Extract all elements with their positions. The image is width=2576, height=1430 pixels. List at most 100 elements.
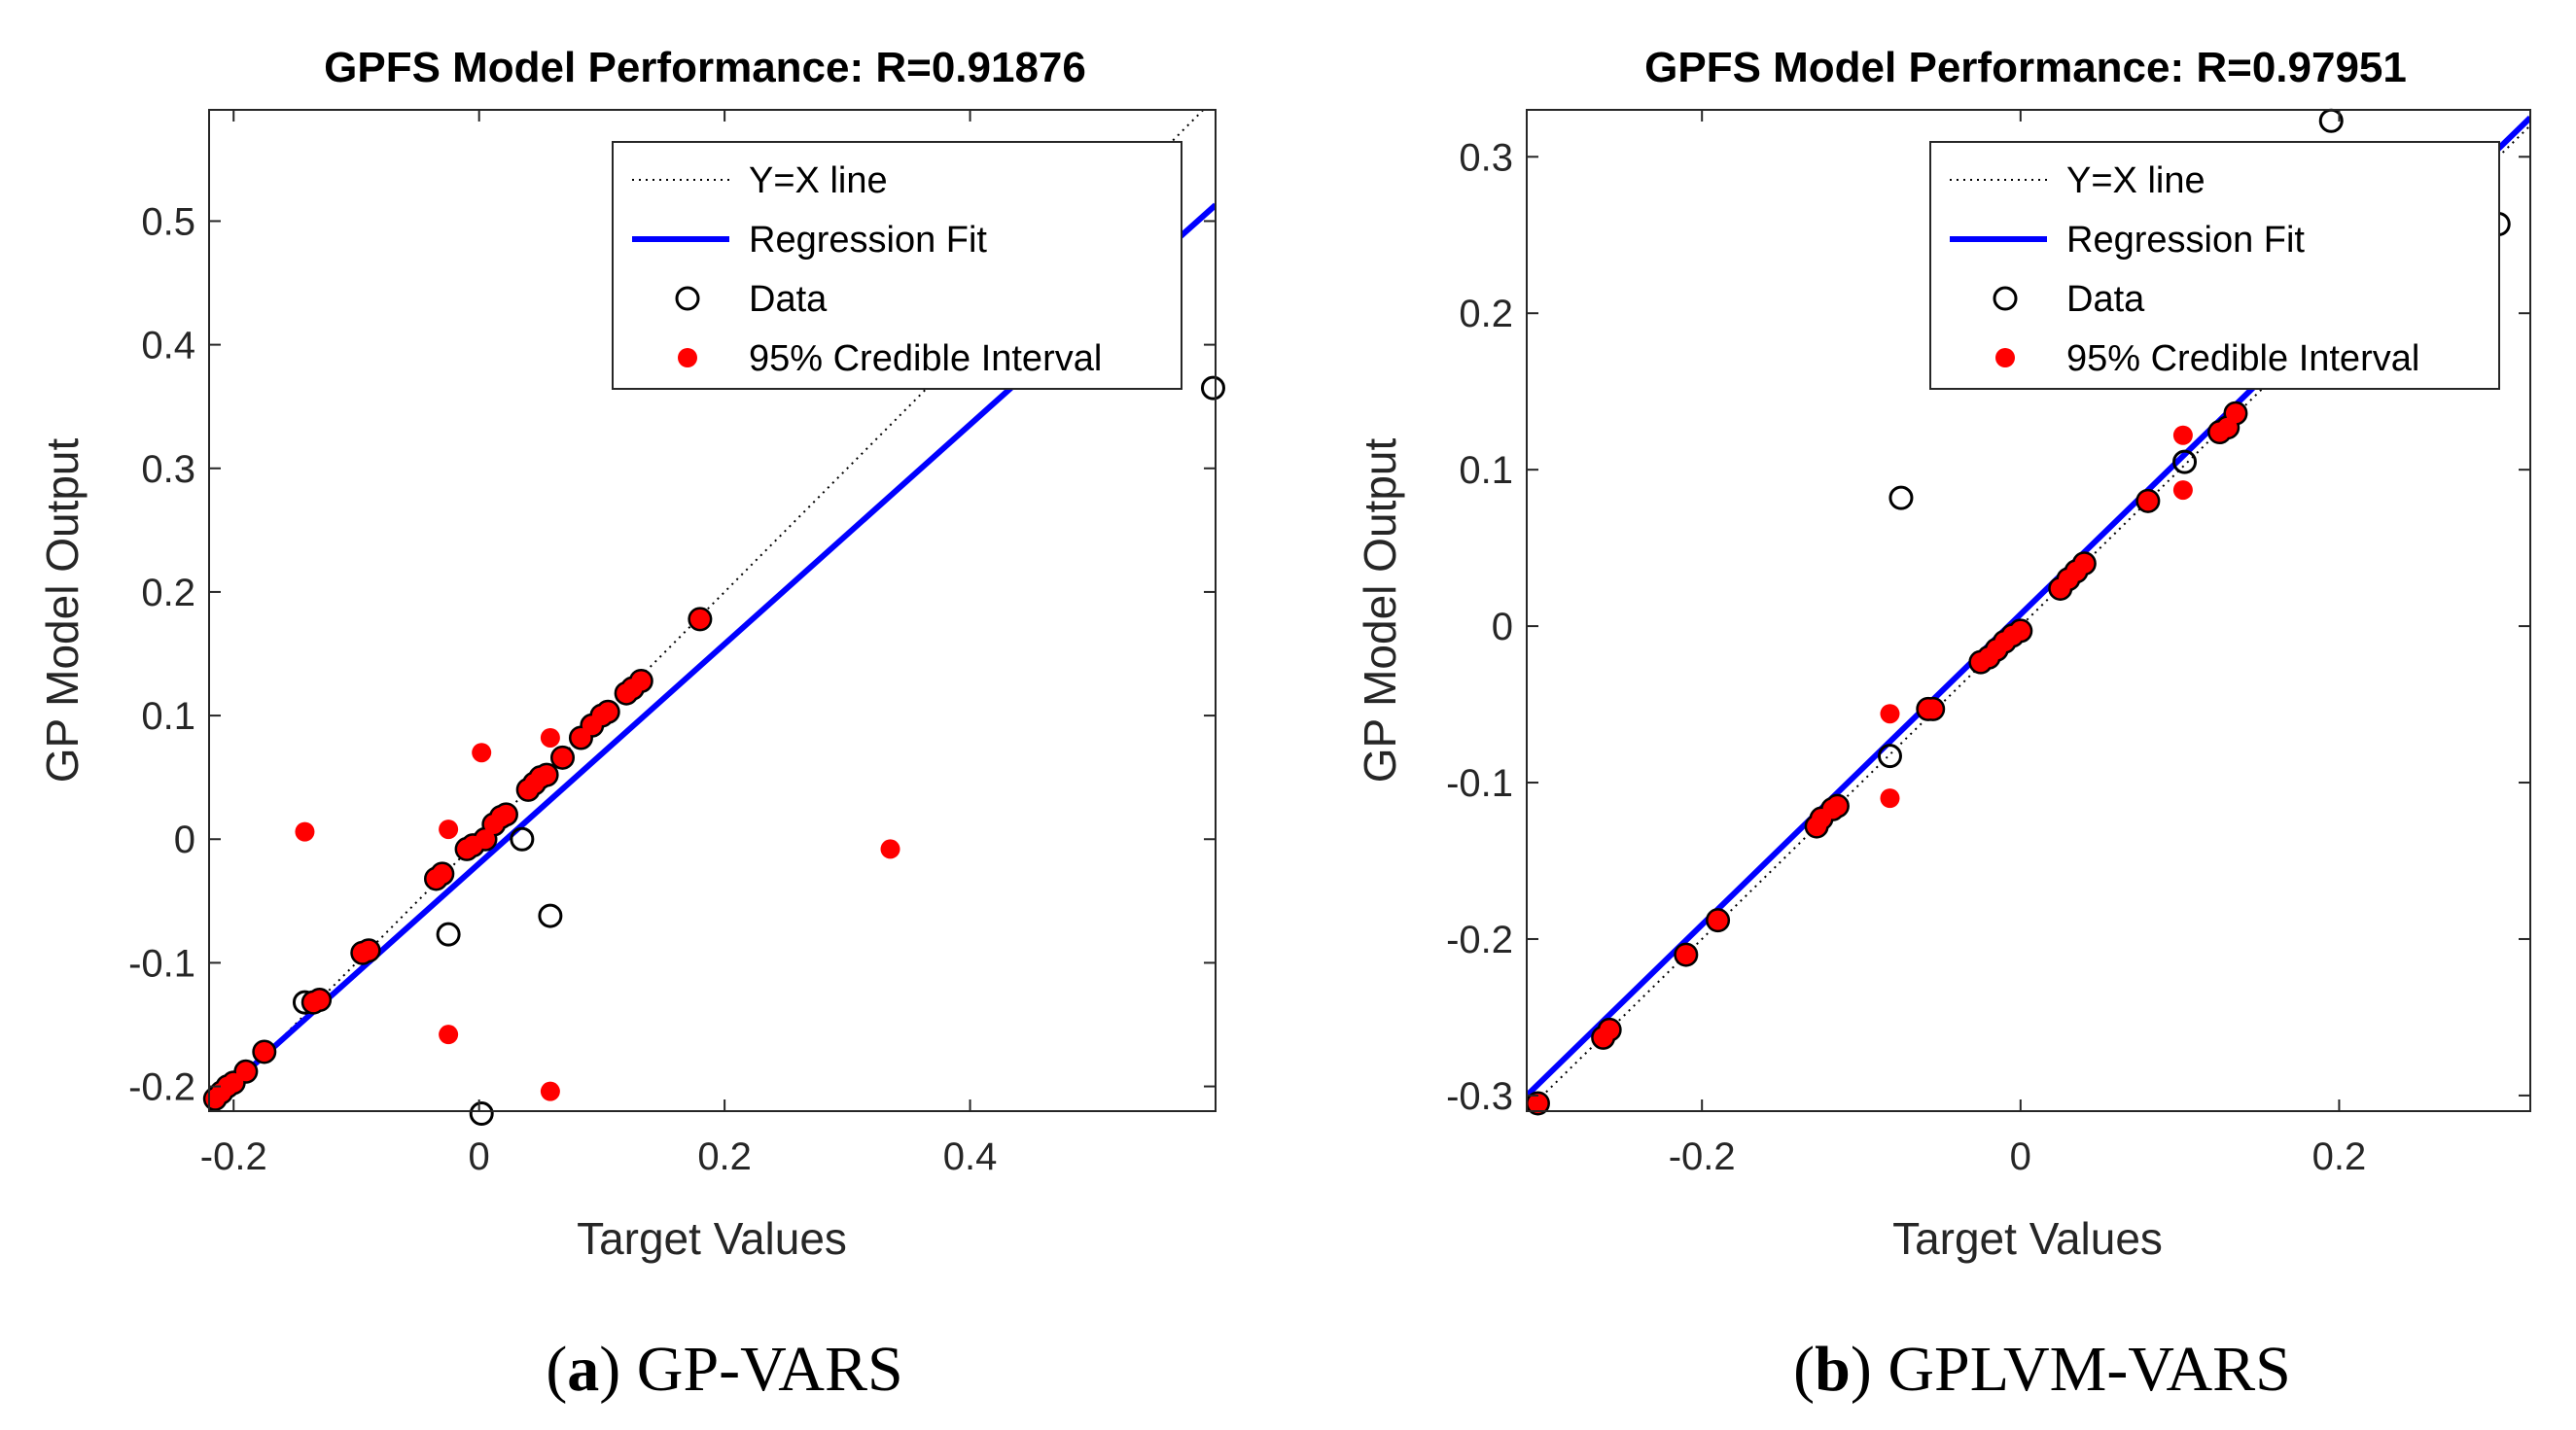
chart-b-credible-point <box>1708 910 1728 930</box>
chart-a-caption: (a) GP-VARS <box>546 1334 902 1405</box>
chart-b-credible-point <box>2137 491 2158 511</box>
chart-a-data-point <box>538 903 563 928</box>
chart-a-credible-point <box>880 839 900 859</box>
chart-b-xlabel: Target Values <box>1892 1213 2163 1264</box>
chart-a-points <box>202 375 1225 1127</box>
chart-a-ytick-label: 0.5 <box>141 200 195 243</box>
chart-b-legend-swatch-interval <box>1995 348 2015 367</box>
chart-a-ytick-label: 0.4 <box>141 325 195 367</box>
chart-b-axes-box <box>1526 109 2531 1112</box>
chart-a-ytick-label: 0.3 <box>141 448 195 491</box>
chart-b-xtick-label: 0.2 <box>2312 1135 2367 1178</box>
chart-a-credible-point <box>540 727 560 748</box>
chart-a-credible-point <box>631 671 652 691</box>
chart-a-credible-point <box>496 804 516 824</box>
chart-b-ytick-label: -0.2 <box>1446 919 1513 961</box>
chart-b-data-point <box>1706 908 1731 933</box>
chart-b-legend-label: 95% Credible Interval <box>2066 338 2419 379</box>
chart-a-credible-point <box>359 940 379 960</box>
chart-a: GPFS Model Performance: R=0.91876 -0.2 0 0… <box>37 44 1225 1405</box>
chart-a-credible-point <box>439 820 459 840</box>
chart-a-axes-box <box>208 109 1217 1112</box>
chart-a-credible-point <box>235 1062 256 1082</box>
chart-b-ytick-label: 0.3 <box>1459 136 1513 179</box>
chart-b-credible-point <box>2074 553 2095 574</box>
chart-a-xtick-label: 0.4 <box>943 1135 998 1178</box>
chart-a-data-point <box>688 607 713 632</box>
chart-a-data-point <box>469 1101 494 1127</box>
chart-a-credible-point <box>689 609 710 629</box>
chart-a-credible-point <box>598 702 618 722</box>
chart-a-ticks: -0.2 0 0.2 0.4 -0.2 -0.1 0 0.1 0.2 0.3 0.4 0.5 <box>128 110 1216 1178</box>
chart-a-credible-point <box>537 765 557 785</box>
chart-a-legend-label: 95% Credible Interval <box>749 338 1102 379</box>
chart-a-credible-point <box>472 743 492 763</box>
chart-b-credible-point <box>2010 620 2030 641</box>
chart-a-credible-point <box>295 821 315 842</box>
chart-a-xtick-label: 0 <box>469 1135 490 1178</box>
chart-b-credible-point <box>2225 403 2245 424</box>
chart-b-credible-point <box>1676 945 1696 965</box>
chart-a-caption-label: a <box>567 1334 599 1405</box>
chart-a-legend-label: Y=X line <box>749 160 888 201</box>
chart-a-ytick-label: 0 <box>174 819 195 861</box>
chart-a-ytick-label: 0.1 <box>141 695 195 738</box>
chart-b-points <box>1525 108 2511 1116</box>
chart-a-xtick-label: 0.2 <box>697 1135 752 1178</box>
chart-a-data-point <box>1200 375 1225 401</box>
chart-b-legend-box <box>1929 141 2500 390</box>
chart-a-title: GPFS Model Performance: R=0.91876 <box>324 44 1086 91</box>
chart-a-legend-label: Data <box>749 279 828 320</box>
chart-b-credible-point <box>2217 417 2238 437</box>
chart-b-caption-text: GPLVM-VARS <box>1888 1334 2291 1405</box>
chart-b-ytick-label: -0.3 <box>1446 1075 1513 1118</box>
chart-a-credible-point <box>475 829 495 850</box>
chart-a-data-point <box>252 1039 277 1064</box>
chart-b-credible-point <box>1827 796 1848 817</box>
chart-a-xtick-label: -0.2 <box>200 1135 267 1178</box>
chart-a-credible-point <box>432 863 452 884</box>
chart-b-caption-label: b <box>1815 1334 1851 1405</box>
chart-b: GPFS Model Performance: R=0.97951 -0.2 0 0… <box>1355 44 2531 1405</box>
chart-a-legend-box <box>612 141 1182 390</box>
chart-b-ylabel: GP Model Output <box>1355 438 1405 784</box>
chart-b-credible-point <box>1880 788 1900 809</box>
chart-b-xtick-label: 0 <box>2010 1135 2031 1178</box>
chart-a-xlabel: Target Values <box>577 1213 847 1264</box>
chart-b-legend: Y=X line Regression Fit Data 95% Credible I… <box>1929 141 2500 390</box>
chart-b-ticks: -0.2 0 0.2 -0.3 -0.2 -0.1 0 0.1 0.2 0.3 <box>1446 110 2530 1178</box>
chart-a-legend-label: Regression Fit <box>749 220 987 261</box>
chart-a-ylabel: GP Model Output <box>37 438 88 784</box>
chart-a-legend: Y=X line Regression Fit Data 95% Credible I… <box>612 141 1182 390</box>
chart-b-data-point <box>1674 942 1699 967</box>
chart-b-legend-label: Y=X line <box>2066 160 2205 201</box>
chart-b-credible-point <box>1923 699 1943 719</box>
chart-b-data-point <box>1888 485 1914 510</box>
chart-a-ytick-label: 0.2 <box>141 572 195 614</box>
chart-b-credible-point <box>1880 704 1900 724</box>
chart-b-data-point <box>1877 744 1902 769</box>
chart-a-credible-point <box>552 748 573 768</box>
chart-b-credible-point <box>1528 1093 1548 1113</box>
chart-b-credible-point <box>1600 1020 1620 1040</box>
chart-b-ytick-label: 0.2 <box>1459 293 1513 335</box>
chart-b-ytick-label: 0.1 <box>1459 449 1513 492</box>
chart-a-legend-swatch-data <box>675 286 700 311</box>
chart-b-caption: (b) GPLVM-VARS <box>1793 1334 2291 1405</box>
chart-a-data-point <box>436 922 461 947</box>
chart-a-caption-text: GP-VARS <box>637 1334 903 1405</box>
chart-b-ytick-label: -0.1 <box>1446 762 1513 805</box>
chart-a-data-point <box>550 745 576 770</box>
chart-b-credible-point <box>2172 425 2193 445</box>
chart-b-legend-label: Data <box>2066 279 2145 320</box>
chart-a-legend-swatch-interval <box>678 348 697 367</box>
chart-b-data-point <box>2135 488 2161 513</box>
chart-a-credible-point <box>309 990 330 1010</box>
chart-b-ytick-label: 0 <box>1492 606 1513 648</box>
chart-b-data-point <box>2172 449 2198 474</box>
chart-a-ytick-label: -0.1 <box>128 942 195 985</box>
chart-a-data-point <box>233 1059 259 1084</box>
chart-b-credible-point <box>2172 480 2193 501</box>
chart-b-xtick-label: -0.2 <box>1669 1135 1736 1178</box>
